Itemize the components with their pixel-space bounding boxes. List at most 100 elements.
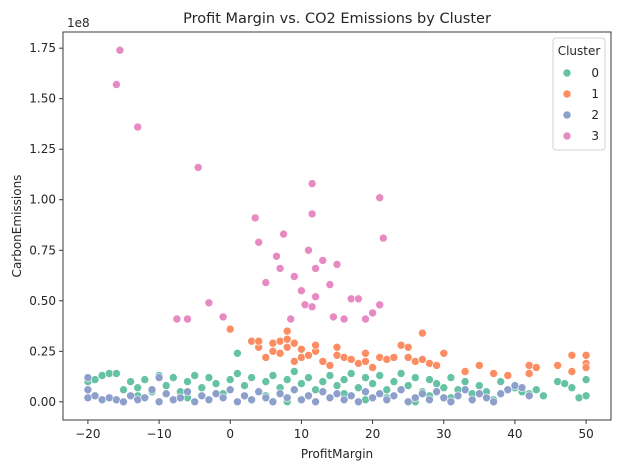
x-tick-label: 40 — [507, 427, 522, 441]
point-cluster-2 — [439, 393, 449, 403]
point-cluster-0 — [297, 379, 306, 388]
point-cluster-0 — [289, 367, 299, 376]
point-cluster-0 — [346, 369, 356, 378]
point-cluster-3 — [250, 213, 260, 223]
point-cluster-2 — [240, 391, 249, 401]
point-cluster-3 — [378, 233, 388, 243]
legend-marker-cluster-2 — [562, 110, 572, 120]
point-cluster-0 — [119, 385, 128, 395]
y-tick-label: 1.25 — [29, 142, 56, 156]
point-cluster-1 — [325, 361, 335, 370]
point-cluster-2 — [90, 391, 100, 401]
point-cluster-2 — [418, 389, 427, 399]
point-cluster-0 — [560, 379, 570, 388]
point-cluster-2 — [247, 395, 256, 405]
point-cluster-3 — [304, 246, 313, 255]
point-cluster-2 — [361, 387, 370, 397]
point-cluster-1 — [361, 348, 370, 358]
point-cluster-2 — [389, 391, 399, 401]
point-cluster-0 — [325, 371, 335, 380]
point-cluster-0 — [126, 377, 135, 386]
point-cluster-2 — [410, 393, 420, 403]
point-cluster-0 — [553, 377, 562, 386]
y-tick-label: 1.50 — [29, 92, 56, 106]
point-cluster-3 — [275, 264, 285, 273]
point-cluster-1 — [474, 361, 484, 370]
point-cluster-1 — [225, 324, 235, 334]
point-cluster-0 — [425, 375, 434, 384]
point-cluster-2 — [396, 385, 406, 395]
point-cluster-3 — [368, 308, 377, 318]
point-cluster-1 — [425, 359, 434, 368]
point-cluster-1 — [332, 342, 342, 352]
point-cluster-0 — [382, 385, 392, 395]
point-cluster-2 — [154, 373, 164, 382]
point-cluster-2 — [382, 395, 392, 405]
point-cluster-2 — [474, 389, 484, 399]
point-cluster-2 — [119, 397, 128, 407]
x-tick-label: 0 — [226, 427, 234, 441]
point-cluster-1 — [275, 348, 285, 358]
point-cluster-0 — [432, 379, 441, 388]
point-cluster-2 — [368, 393, 377, 403]
point-cluster-0 — [304, 373, 313, 382]
x-tick-label: −10 — [146, 427, 171, 441]
x-tick-label: −20 — [75, 427, 100, 441]
point-cluster-1 — [460, 367, 470, 376]
point-cluster-2 — [453, 391, 463, 401]
y-tick-label: 0.50 — [29, 294, 56, 308]
point-cluster-0 — [574, 393, 584, 403]
point-cluster-1 — [382, 355, 392, 364]
point-cluster-2 — [318, 387, 328, 397]
y-tick-label: 1.75 — [29, 41, 56, 55]
legend-marker-cluster-3 — [562, 131, 572, 141]
point-cluster-3 — [272, 251, 281, 261]
x-tick-label: 30 — [436, 427, 451, 441]
point-cluster-3 — [297, 286, 306, 296]
point-cluster-1 — [418, 355, 427, 364]
point-cluster-2 — [254, 387, 264, 397]
point-cluster-1 — [268, 338, 278, 348]
point-cluster-2 — [105, 393, 114, 403]
legend-box — [552, 37, 606, 151]
point-cluster-3 — [286, 314, 296, 324]
point-cluster-1 — [396, 340, 406, 350]
point-cluster-2 — [133, 395, 142, 405]
point-cluster-2 — [304, 391, 313, 401]
point-cluster-2 — [197, 391, 207, 401]
point-cluster-3 — [279, 229, 288, 239]
y-tick-label: 0.75 — [29, 243, 56, 257]
point-cluster-2 — [211, 389, 221, 399]
point-cluster-0 — [211, 379, 221, 388]
chart-title: Profit Margin vs. CO2 Emissions by Clust… — [183, 11, 491, 27]
point-cluster-0 — [531, 385, 541, 395]
point-cluster-1 — [339, 353, 349, 362]
point-cluster-1 — [254, 336, 264, 346]
point-cluster-1 — [375, 353, 385, 362]
point-cluster-0 — [112, 369, 121, 378]
point-cluster-1 — [581, 363, 591, 372]
point-cluster-2 — [346, 391, 356, 401]
point-cluster-2 — [183, 387, 192, 397]
point-cluster-1 — [567, 367, 577, 376]
point-cluster-3 — [361, 314, 370, 324]
point-cluster-0 — [361, 373, 370, 382]
point-cluster-2 — [467, 395, 477, 405]
point-cluster-3 — [183, 314, 192, 324]
point-cluster-2 — [126, 391, 135, 401]
point-cluster-2 — [169, 395, 178, 405]
point-cluster-0 — [567, 383, 577, 393]
legend-label-cluster-1: 1 — [591, 87, 599, 101]
point-cluster-2 — [282, 393, 292, 403]
point-cluster-2 — [268, 397, 278, 407]
point-cluster-3 — [115, 45, 125, 55]
point-cluster-3 — [254, 237, 264, 247]
point-cluster-0 — [161, 381, 171, 390]
point-cluster-0 — [282, 375, 292, 384]
point-cluster-2 — [339, 395, 349, 405]
point-cluster-3 — [354, 294, 363, 304]
point-cluster-0 — [90, 375, 100, 384]
point-cluster-0 — [354, 383, 363, 393]
y-tick-label: 0.25 — [29, 344, 56, 358]
